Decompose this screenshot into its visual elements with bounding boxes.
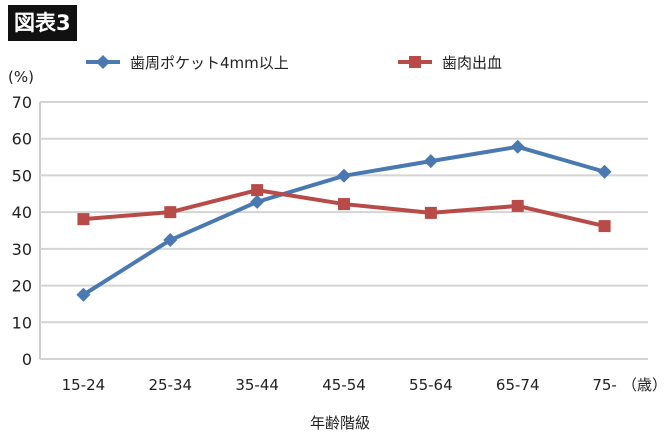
x-tick-label: 65-74 (496, 376, 540, 394)
figure-label: 図表3 (8, 5, 77, 41)
diamond-marker (597, 164, 612, 179)
diamond-marker (423, 154, 438, 169)
x-tick-label: 55-64 (409, 376, 453, 394)
square-marker (598, 220, 611, 233)
y-tick-label: 40 (12, 203, 32, 222)
legend-label: 歯肉出血 (442, 54, 502, 72)
diamond-marker (76, 287, 91, 302)
x-axis-label: 年齢階級 (310, 414, 370, 432)
square-marker (77, 213, 90, 226)
x-tick-label: 35-44 (235, 376, 279, 394)
square-marker (338, 198, 350, 211)
y-unit-label: (%) (8, 68, 34, 86)
y-tick-label: 10 (12, 313, 32, 332)
y-tick-label: 60 (12, 130, 32, 149)
y-tick-label: 20 (12, 277, 32, 296)
y-tick-label: 70 (12, 93, 32, 112)
square-marker (409, 56, 421, 68)
diamond-marker (510, 139, 525, 154)
x-tick-label: 45-54 (322, 376, 366, 394)
square-marker (164, 206, 177, 219)
y-tick-label: 50 (12, 166, 32, 185)
diamond-marker (96, 55, 110, 69)
square-marker (424, 206, 437, 219)
square-marker (511, 199, 524, 212)
x-tick-label: 25-34 (148, 376, 192, 394)
y-tick-label: 30 (12, 240, 32, 259)
y-tick-label: 0 (22, 350, 32, 369)
diamond-marker (250, 194, 265, 209)
legend-label: 歯周ポケット4mm以上 (130, 54, 289, 72)
diamond-marker (337, 168, 351, 183)
square-marker (251, 184, 264, 197)
x-tick-label: 15-24 (62, 376, 106, 394)
x-tick-label: 75- (592, 376, 617, 394)
x-unit-label: （歳） (622, 376, 667, 394)
diamond-marker (163, 233, 178, 248)
